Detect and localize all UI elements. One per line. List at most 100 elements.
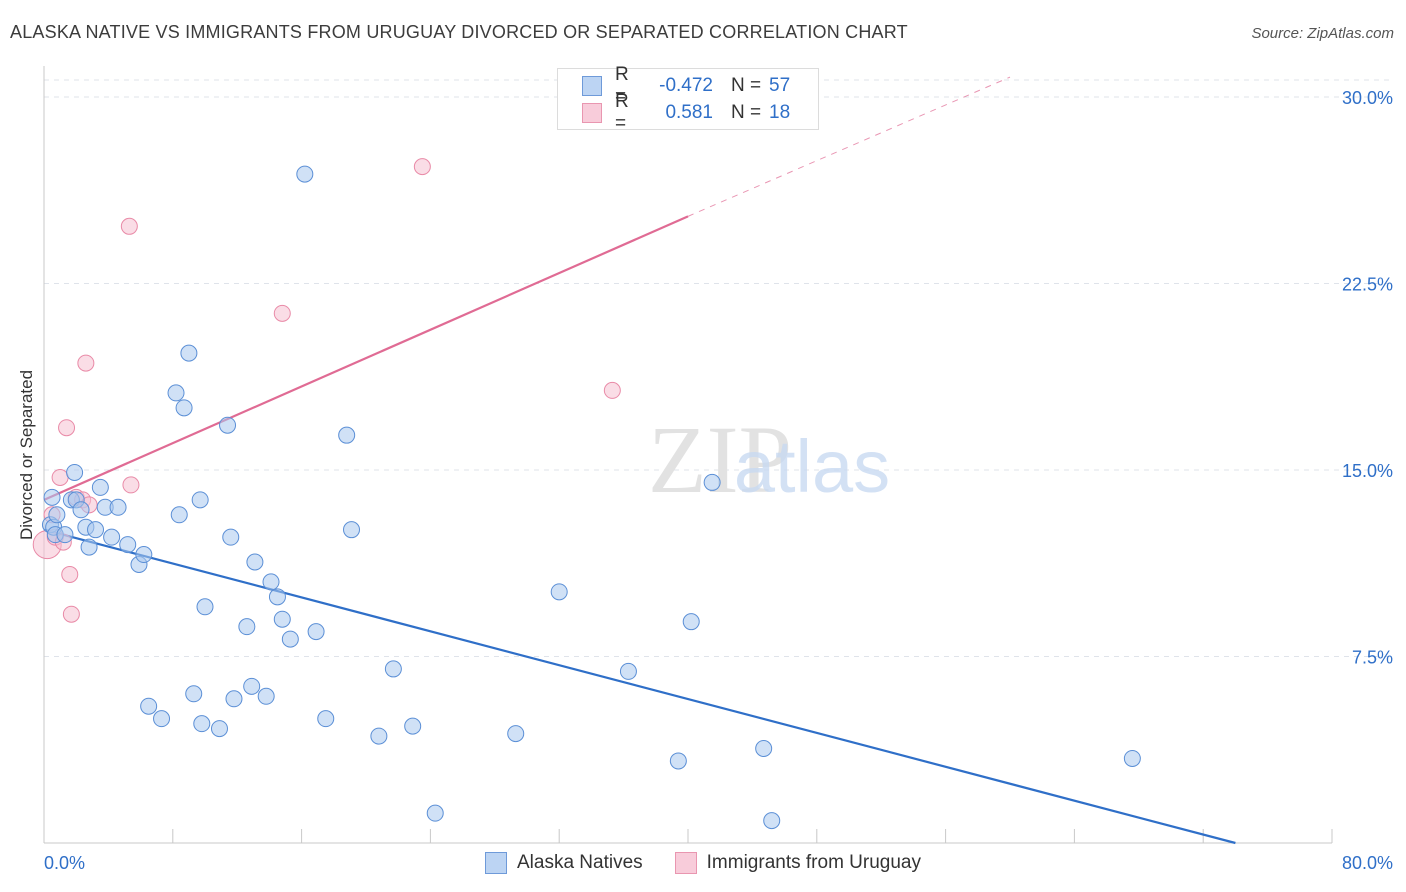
point-alaska bbox=[43, 488, 61, 506]
n-value: 57 bbox=[769, 75, 791, 96]
point-alaska bbox=[72, 501, 90, 519]
point-alaska bbox=[119, 536, 137, 554]
point-alaska bbox=[426, 804, 444, 822]
point-alaska bbox=[343, 521, 361, 539]
data-points bbox=[32, 158, 1141, 830]
alaska-swatch bbox=[582, 76, 602, 96]
point-alaska bbox=[185, 685, 203, 703]
y-tick-label: 15.0% bbox=[1342, 461, 1393, 481]
point-uruguay bbox=[51, 468, 69, 486]
point-alaska bbox=[243, 677, 261, 695]
y-tick-label: 30.0% bbox=[1342, 88, 1393, 108]
point-alaska bbox=[180, 344, 198, 362]
point-alaska bbox=[210, 720, 228, 738]
grid-lines bbox=[44, 79, 1392, 657]
point-alaska bbox=[257, 687, 275, 705]
legend-label: Immigrants from Uruguay bbox=[706, 852, 921, 873]
point-alaska bbox=[262, 573, 280, 591]
point-alaska bbox=[268, 588, 286, 606]
point-alaska bbox=[307, 623, 325, 641]
point-alaska bbox=[755, 740, 773, 758]
point-alaska bbox=[273, 610, 291, 628]
point-alaska bbox=[1123, 749, 1141, 767]
legend-item-uruguay[interactable]: Immigrants from Uruguay bbox=[674, 852, 921, 874]
n-value: 18 bbox=[769, 102, 791, 123]
watermark-atlas: atlas bbox=[734, 425, 890, 508]
point-alaska bbox=[384, 660, 402, 678]
point-uruguay bbox=[603, 381, 621, 399]
r-label: R = bbox=[615, 91, 629, 134]
point-alaska bbox=[91, 478, 109, 496]
point-alaska bbox=[404, 717, 422, 735]
point-alaska bbox=[170, 506, 188, 524]
point-alaska bbox=[370, 727, 388, 745]
point-alaska bbox=[191, 491, 209, 509]
point-uruguay bbox=[62, 605, 80, 623]
legend-label: Alaska Natives bbox=[516, 852, 643, 873]
point-alaska bbox=[763, 812, 781, 830]
x-tick-label: 0.0% bbox=[44, 853, 85, 873]
y-tick-label: 7.5% bbox=[1352, 648, 1393, 668]
tick-labels: 7.5% 15.0% 22.5% 30.0% 0.0% 80.0% bbox=[44, 88, 1393, 873]
point-alaska bbox=[48, 506, 66, 524]
point-uruguay bbox=[120, 217, 138, 235]
point-alaska bbox=[238, 618, 256, 636]
point-alaska bbox=[246, 553, 264, 571]
y-axis-label: Divorced or Separated bbox=[17, 369, 36, 541]
point-alaska bbox=[338, 426, 356, 444]
n-label: N = bbox=[731, 102, 762, 123]
point-uruguay bbox=[61, 565, 79, 583]
uruguay-swatch bbox=[674, 852, 697, 874]
point-uruguay bbox=[122, 476, 140, 494]
trendline-uruguay-extension bbox=[687, 76, 1011, 217]
point-alaska bbox=[619, 662, 637, 680]
point-alaska bbox=[682, 613, 700, 631]
y-tick-label: 22.5% bbox=[1342, 275, 1393, 295]
point-alaska bbox=[219, 416, 237, 434]
point-alaska bbox=[66, 463, 84, 481]
uruguay-swatch bbox=[582, 103, 602, 123]
point-alaska bbox=[196, 598, 214, 616]
point-uruguay bbox=[413, 158, 431, 176]
point-alaska bbox=[225, 690, 243, 708]
point-alaska bbox=[80, 538, 98, 556]
point-alaska bbox=[703, 473, 721, 491]
point-alaska bbox=[193, 715, 211, 733]
r-value: -0.472 bbox=[659, 75, 713, 96]
legend-item-alaska[interactable]: Alaska Natives bbox=[484, 852, 643, 874]
point-alaska bbox=[317, 710, 335, 728]
stats-legend: R = -0.472 N = 57 R = 0.581 N = 18 bbox=[557, 64, 819, 134]
point-alaska bbox=[550, 583, 568, 601]
axes bbox=[43, 66, 1333, 844]
point-alaska bbox=[281, 630, 299, 648]
stats-row-uruguay: R = 0.581 N = 18 bbox=[582, 91, 791, 134]
x-tick-label: 80.0% bbox=[1342, 853, 1393, 873]
point-alaska bbox=[296, 165, 314, 183]
point-alaska bbox=[175, 399, 193, 417]
point-alaska bbox=[222, 528, 240, 546]
point-alaska bbox=[87, 521, 105, 539]
point-alaska bbox=[669, 752, 687, 770]
point-alaska bbox=[109, 498, 127, 516]
stats-row-alaska: R = -0.472 N = 57 bbox=[582, 64, 791, 107]
n-label: N = bbox=[731, 75, 762, 96]
r-value: 0.581 bbox=[665, 102, 713, 123]
trend-lines bbox=[43, 76, 1236, 845]
point-alaska bbox=[56, 526, 74, 544]
point-alaska bbox=[140, 697, 158, 715]
point-alaska bbox=[135, 546, 153, 564]
point-uruguay bbox=[58, 419, 76, 437]
alaska-swatch bbox=[484, 852, 507, 874]
point-alaska bbox=[153, 710, 171, 728]
point-alaska bbox=[507, 725, 525, 743]
chart-title: ALASKA NATIVE VS IMMIGRANTS FROM URUGUAY… bbox=[10, 22, 908, 42]
point-alaska bbox=[103, 528, 121, 546]
trendline-uruguay bbox=[43, 215, 689, 501]
point-uruguay bbox=[77, 354, 95, 372]
point-uruguay bbox=[273, 304, 291, 322]
watermark-zip: ZIP bbox=[648, 406, 792, 513]
series-legend: Alaska Natives Immigrants from Uruguay bbox=[0, 852, 1406, 874]
r-label: R = bbox=[615, 64, 629, 107]
source-label: Source: ZipAtlas.com bbox=[1251, 25, 1394, 42]
